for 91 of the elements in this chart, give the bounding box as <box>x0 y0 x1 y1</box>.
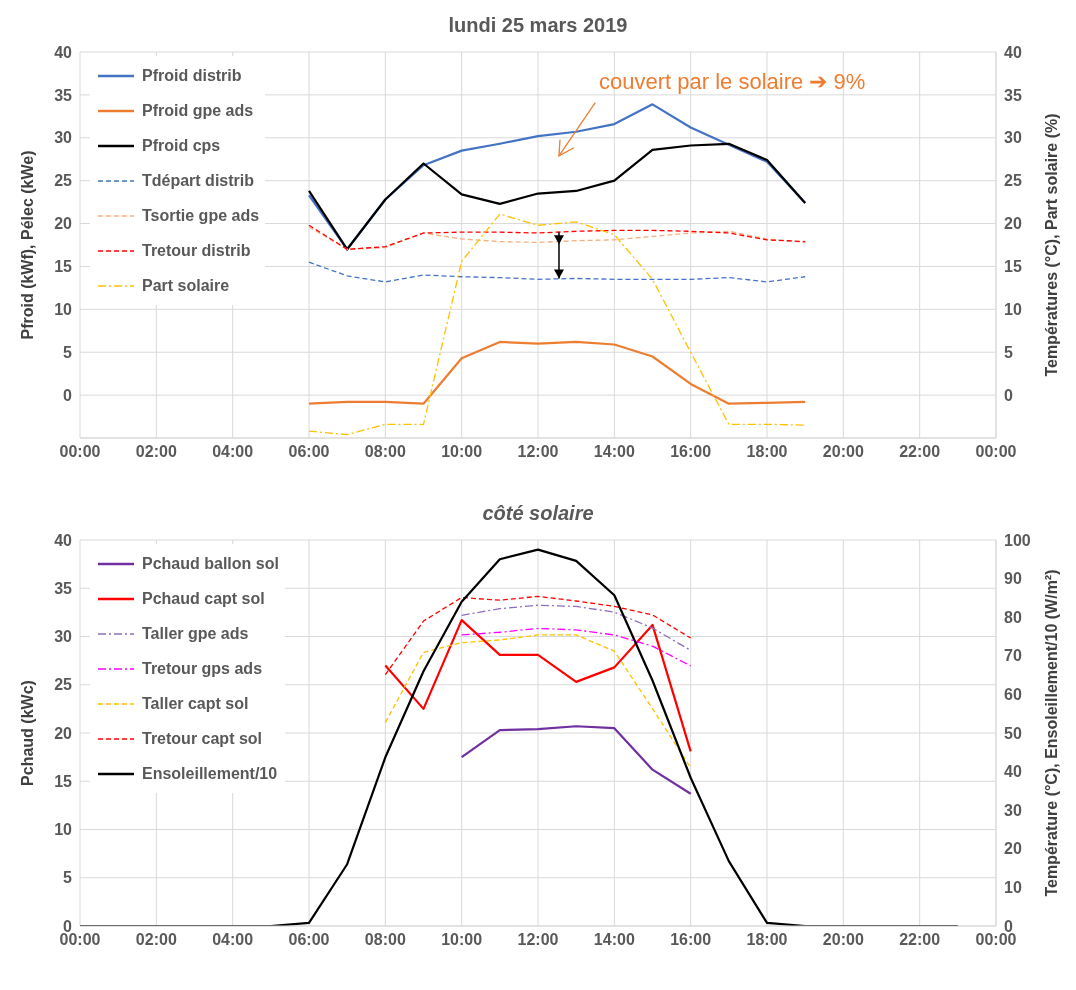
legend-label: Part solaire <box>142 276 230 295</box>
y2-tick-label: 100 <box>1004 531 1031 549</box>
legend-label: Tretour capt sol <box>142 729 263 748</box>
legend-label: Tdépart distrib <box>142 171 255 190</box>
y-tick-label: 10 <box>54 301 73 319</box>
y2-tick-label: 20 <box>1004 840 1022 858</box>
y-tick-label: 40 <box>54 43 73 61</box>
x-tick-label: 22:00 <box>899 931 941 949</box>
y2-tick-label: 15 <box>1004 258 1022 276</box>
line-series <box>460 725 692 795</box>
line-series <box>461 604 692 652</box>
y-tick-label: 10 <box>54 821 73 839</box>
line-series <box>307 142 807 251</box>
legend-label: Tretour gps ads <box>142 659 263 678</box>
line-series <box>461 627 692 667</box>
y-axis-title: Pfroid (kWf), Pélec (kWe) <box>18 150 36 340</box>
y2-tick-label: 90 <box>1004 570 1022 588</box>
line-series <box>307 340 807 405</box>
x-tick-label: 00:00 <box>59 931 101 949</box>
y-tick-label: 40 <box>54 531 73 549</box>
y2-tick-label: 0 <box>1004 386 1013 404</box>
line-series <box>308 213 806 436</box>
y-tick-label: 30 <box>54 628 73 646</box>
y-tick-label: 5 <box>63 869 73 887</box>
y-tick-label: 20 <box>54 215 73 233</box>
y-tick-label: 20 <box>54 724 73 742</box>
x-tick-label: 20:00 <box>822 931 864 949</box>
y2-tick-label: 40 <box>1004 763 1022 781</box>
x-tick-label: 02:00 <box>135 443 177 461</box>
x-tick-label: 06:00 <box>288 931 330 949</box>
x-tick-label: 20:00 <box>822 443 864 461</box>
x-tick-label: 10:00 <box>441 443 483 461</box>
y2-tick-label: 25 <box>1004 172 1022 190</box>
x-tick-label: 18:00 <box>746 443 788 461</box>
y2-tick-label: 60 <box>1004 686 1022 704</box>
line-series <box>308 261 806 283</box>
y2-axis-title: Température (°C), Ensoleillement/10 (W/m²) <box>1042 569 1060 897</box>
y2-tick-label: 50 <box>1004 724 1022 742</box>
legend-label: Pfroid gpe ads <box>142 101 254 120</box>
x-tick-label: 22:00 <box>899 443 941 461</box>
x-tick-label: 10:00 <box>441 931 483 949</box>
y2-tick-label: 70 <box>1004 647 1022 665</box>
y-tick-label: 25 <box>54 172 73 190</box>
y2-tick-label: 35 <box>1004 86 1022 104</box>
x-tick-label: 04:00 <box>212 931 254 949</box>
legend-label: Taller gpe ads <box>142 624 249 643</box>
x-tick-label: 00:00 <box>975 443 1017 461</box>
y2-tick-label: 30 <box>1004 801 1022 819</box>
annotation: couvert par le solaire ➔ 9% <box>599 68 866 94</box>
x-tick-label: 12:00 <box>517 443 559 461</box>
x-tick-label: 18:00 <box>746 931 788 949</box>
x-tick-label: 04:00 <box>212 443 254 461</box>
y-tick-label: 35 <box>54 86 73 104</box>
y-axis-title: Pchaud (kWc) <box>18 680 36 786</box>
legend-label: Pchaud ballon sol <box>142 554 279 573</box>
y2-tick-label: 10 <box>1004 301 1022 319</box>
x-tick-label: 14:00 <box>593 931 635 949</box>
y2-tick-label: 80 <box>1004 608 1022 626</box>
legend-label: Pfroid distrib <box>142 66 242 85</box>
line-series <box>384 634 692 769</box>
y-tick-label: 15 <box>54 258 73 276</box>
x-tick-label: 16:00 <box>670 443 712 461</box>
x-tick-label: 08:00 <box>364 931 406 949</box>
y2-tick-label: 20 <box>1004 215 1022 233</box>
y2-tick-label: 30 <box>1004 129 1022 147</box>
y-tick-label: 30 <box>54 129 73 147</box>
chart-title: côté solaire <box>481 501 595 526</box>
y2-axis-title: Températures (°C), Part solaire (%) <box>1042 113 1060 377</box>
legend-label: Tsortie gpe ads <box>142 206 260 225</box>
x-tick-label: 02:00 <box>135 931 177 949</box>
y2-tick-label: 5 <box>1004 343 1013 361</box>
x-tick-label: 12:00 <box>517 931 559 949</box>
x-tick-label: 14:00 <box>593 443 635 461</box>
legend-label: Tretour distrib <box>142 241 251 260</box>
legend-label: Pfroid cps <box>142 136 221 155</box>
y-tick-label: 15 <box>54 772 73 790</box>
x-tick-label: 08:00 <box>364 443 406 461</box>
y-tick-label: 5 <box>63 343 73 361</box>
y-tick-label: 0 <box>63 386 73 404</box>
x-tick-label: 00:00 <box>59 443 101 461</box>
chart-title: lundi 25 mars 2019 <box>447 13 629 38</box>
y-tick-label: 25 <box>54 676 73 694</box>
x-tick-label: 06:00 <box>288 443 330 461</box>
legend-label: Pchaud capt sol <box>142 589 265 608</box>
y2-tick-label: 40 <box>1004 43 1022 61</box>
x-tick-label: 16:00 <box>670 931 712 949</box>
y-tick-label: 35 <box>54 579 73 597</box>
legend-label: Taller capt sol <box>142 694 249 713</box>
legend-label: Ensoleillement/10 <box>142 764 278 783</box>
y2-tick-label: 10 <box>1004 879 1022 897</box>
x-tick-label: 00:00 <box>975 931 1017 949</box>
